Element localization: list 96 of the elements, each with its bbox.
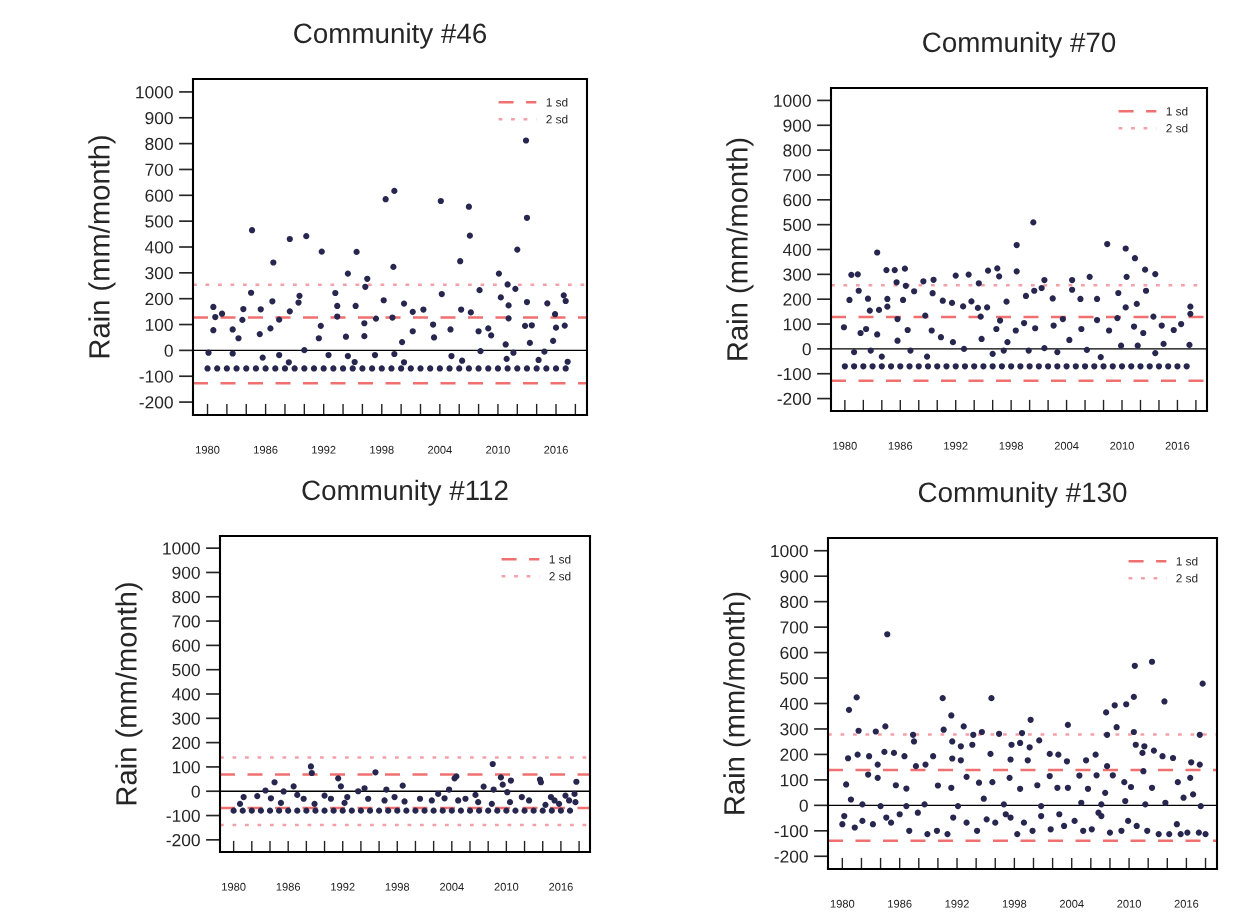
x-tick-label: 2004 (440, 882, 464, 891)
y-tick-label: -200 (777, 392, 811, 406)
legend-label: 2 sd (549, 571, 571, 581)
y-tick-label: 1000 (774, 94, 811, 107)
y-tick-label: 900 (780, 570, 808, 583)
x-tick-label: 2016 (1174, 899, 1199, 908)
y-tick-label: 200 (780, 748, 808, 761)
y-tick-label: 700 (780, 621, 808, 634)
y-tick-label: -200 (139, 396, 173, 409)
y-tick-label: -200 (166, 834, 200, 847)
x-tick-label: 2016 (1165, 441, 1190, 450)
y-axis-title: Rain (mm/month) (88, 136, 116, 358)
y-tick-label: 500 (780, 672, 808, 685)
y-tick-label: 400 (782, 243, 811, 256)
y-tick-label: 600 (145, 189, 173, 202)
y-axis-title: Rain (mm/month) (726, 138, 754, 360)
x-tick-label: 1992 (312, 445, 336, 454)
x-tick-label: 1986 (888, 441, 913, 450)
x-tick-label: 1980 (222, 882, 246, 891)
y-tick-label: 0 (799, 799, 808, 812)
y-tick-label: 100 (172, 761, 200, 774)
x-tick-label: 1992 (944, 441, 968, 450)
y-tick-label: 800 (172, 590, 200, 604)
y-tick-label: 300 (780, 723, 808, 736)
y-tick-label: -100 (777, 367, 811, 381)
y-tick-label: -200 (774, 850, 808, 863)
x-tick-label: 1998 (1002, 899, 1027, 908)
x-tick-label: 2016 (549, 882, 573, 891)
x-tick-label: 1986 (276, 882, 301, 891)
y-tick-label: 900 (145, 111, 173, 125)
y-tick-label: 400 (144, 241, 173, 254)
x-tick-label: 1980 (830, 899, 855, 908)
y-tick-label: 500 (783, 218, 811, 232)
y-tick-label: 300 (783, 268, 811, 281)
legend-label: 1 sd (1176, 556, 1198, 566)
y-tick-label: 0 (191, 785, 200, 798)
x-tick-label: 1986 (254, 445, 278, 454)
y-tick-label: 0 (802, 343, 811, 356)
x-tick-label: 2004 (1054, 441, 1079, 450)
y-tick-label: 800 (780, 595, 808, 609)
legend-label: 1 sd (546, 97, 568, 107)
y-tick-label: 500 (172, 663, 200, 677)
y-tick-label: 200 (145, 292, 173, 306)
x-tick-label: 1998 (370, 445, 394, 454)
y-tick-label: 900 (783, 119, 811, 132)
y-tick-label: 700 (145, 163, 173, 176)
y-tick-label: 0 (164, 344, 173, 357)
y-tick-label: 1000 (771, 544, 808, 558)
y-tick-label: 900 (172, 566, 200, 579)
x-tick-label: 2004 (1059, 899, 1084, 908)
y-tick-label: 300 (145, 267, 173, 280)
legend-label: 1 sd (549, 554, 571, 564)
legend-label: 2 sd (1176, 573, 1198, 583)
chart-title: Community #130 (918, 481, 1127, 508)
x-tick-label: 2010 (494, 882, 519, 891)
chart-title: Community #46 (294, 22, 487, 49)
y-tick-label: 800 (783, 144, 811, 157)
x-tick-label: 1998 (385, 882, 410, 891)
y-axis-title: Rain (mm/month) (723, 592, 751, 814)
x-tick-label: 2010 (1117, 899, 1141, 908)
legend-label: 2 sd (546, 114, 568, 124)
y-tick-label: -100 (166, 809, 200, 822)
x-tick-label: 1992 (945, 899, 969, 908)
x-tick-label: 1980 (833, 441, 857, 450)
x-tick-label: 2016 (544, 445, 568, 454)
y-tick-label: 700 (783, 169, 811, 182)
y-tick-label: 400 (779, 697, 808, 710)
legend-label: 1 sd (1166, 106, 1188, 116)
y-tick-label: 400 (171, 688, 200, 701)
x-tick-label: 1992 (331, 882, 355, 891)
x-tick-label: 2004 (428, 445, 452, 454)
y-tick-label: 200 (172, 736, 200, 750)
y-tick-label: 600 (783, 193, 811, 207)
x-tick-label: 1980 (196, 445, 220, 454)
y-tick-label: 200 (783, 293, 811, 306)
y-axis-title: Rain (mm/month) (115, 583, 143, 805)
x-tick-label: 2010 (1110, 441, 1134, 450)
y-tick-label: 600 (780, 646, 808, 660)
x-tick-label: 2010 (486, 445, 510, 454)
y-tick-label: 600 (172, 639, 200, 652)
y-tick-label: 500 (145, 215, 173, 228)
y-tick-label: 700 (172, 615, 200, 628)
y-tick-label: 300 (172, 712, 200, 725)
y-tick-label: 1000 (163, 542, 200, 555)
chart-title: Community #70 (923, 31, 1116, 58)
y-tick-label: -100 (139, 370, 173, 383)
y-tick-label: 100 (783, 318, 811, 331)
y-tick-label: 100 (780, 774, 808, 787)
y-tick-label: 1000 (136, 86, 173, 99)
x-tick-label: 1998 (999, 441, 1024, 450)
y-tick-label: -100 (774, 824, 808, 838)
y-tick-label: 100 (145, 318, 173, 331)
chart-title: Community #112 (302, 479, 508, 506)
x-tick-label: 1986 (888, 899, 912, 908)
legend-label: 2 sd (1166, 123, 1188, 133)
y-tick-label: 800 (145, 137, 173, 151)
